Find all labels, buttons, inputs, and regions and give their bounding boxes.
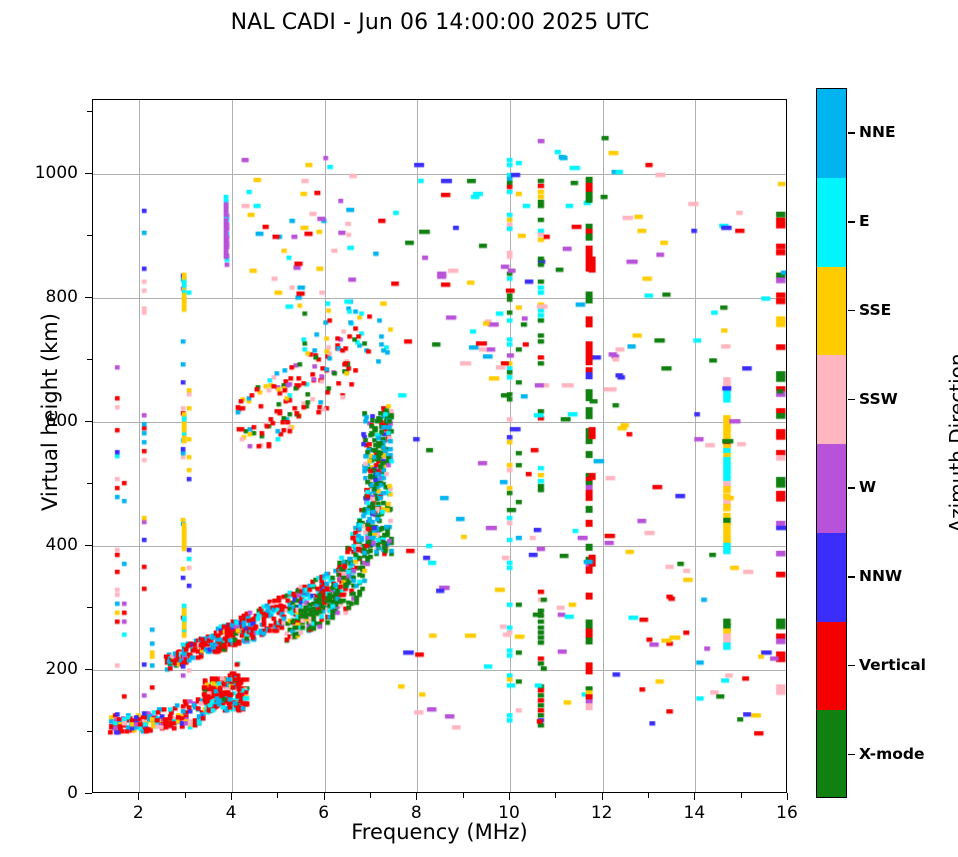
y-tick-200 bbox=[85, 669, 92, 671]
x-tick-label-8: 8 bbox=[410, 803, 422, 823]
y-tick-600 bbox=[85, 421, 92, 423]
colorbar-tick-nnw bbox=[848, 576, 855, 578]
y-tick-400 bbox=[85, 545, 92, 547]
azimuth-colorbar bbox=[816, 88, 847, 798]
colorbar-tick-w bbox=[848, 487, 855, 489]
colorbar-segment-nnw bbox=[817, 532, 846, 623]
colorbar-label-vertical: Vertical bbox=[859, 655, 926, 674]
x-tick-6 bbox=[323, 793, 325, 800]
y-minor-tick-500 bbox=[87, 483, 92, 485]
y-minor-tick-1100 bbox=[87, 111, 92, 113]
x-tick-label-6: 6 bbox=[318, 803, 330, 823]
y-tick-label-200: 200 bbox=[45, 659, 78, 680]
colorbar-segment-sse bbox=[817, 266, 846, 356]
x-tick-16 bbox=[787, 793, 788, 800]
y-tick-label-0: 0 bbox=[67, 783, 78, 803]
colorbar-tick-ssw bbox=[848, 398, 855, 401]
x-minor-tick-3 bbox=[184, 793, 186, 798]
y-tick-label-600: 600 bbox=[45, 411, 78, 432]
x-minor-tick-13 bbox=[648, 793, 649, 798]
x-axis-label: Frequency (MHz) bbox=[351, 820, 528, 844]
x-tick-label-16: 16 bbox=[776, 803, 798, 823]
colorbar-tick-vertical bbox=[848, 664, 855, 667]
colorbar-tick-x-mode bbox=[848, 753, 855, 756]
x-minor-tick-11 bbox=[555, 793, 557, 798]
colorbar-label-ssw: SSW bbox=[859, 389, 898, 408]
x-tick-8 bbox=[416, 793, 418, 800]
x-tick-label-4: 4 bbox=[225, 803, 237, 823]
colorbar-label-nne: NNE bbox=[859, 123, 896, 142]
x-tick-2 bbox=[138, 793, 140, 800]
colorbar-segment-nne bbox=[817, 89, 846, 179]
colorbar-tick-sse bbox=[848, 309, 855, 312]
y-tick-label-400: 400 bbox=[45, 535, 78, 556]
colorbar-label-nnw: NNW bbox=[859, 567, 903, 586]
x-tick-label-2: 2 bbox=[132, 803, 144, 823]
colorbar-segment-w bbox=[817, 444, 846, 534]
colorbar-label-w: W bbox=[859, 478, 877, 497]
y-minor-tick-700 bbox=[87, 359, 92, 361]
y-tick-1000 bbox=[85, 173, 92, 175]
colorbar-label-x-mode: X-mode bbox=[859, 744, 925, 763]
plot-area bbox=[92, 99, 787, 793]
x-tick-14 bbox=[694, 793, 696, 800]
x-minor-tick-5 bbox=[277, 793, 279, 798]
colorbar-tick-nne bbox=[848, 132, 855, 134]
page-title: NAL CADI - Jun 06 14:00:00 2025 UTC bbox=[230, 10, 650, 35]
x-tick-10 bbox=[509, 793, 510, 800]
colorbar-tick-e bbox=[848, 221, 855, 223]
colorbar-segment-ssw bbox=[817, 355, 846, 445]
y-minor-tick-300 bbox=[87, 607, 92, 609]
colorbar-title: Azimuth Direction bbox=[945, 353, 958, 533]
x-tick-label-12: 12 bbox=[590, 803, 613, 823]
x-minor-tick-15 bbox=[740, 793, 742, 798]
colorbar-segment-vertical bbox=[817, 621, 846, 711]
x-minor-tick-7 bbox=[370, 793, 371, 798]
y-axis-label: Virtual height (km) bbox=[38, 313, 62, 511]
x-tick-12 bbox=[601, 793, 603, 800]
x-minor-tick-9 bbox=[462, 793, 464, 798]
colorbar-segment-x-mode bbox=[817, 710, 846, 797]
y-tick-label-1000: 1000 bbox=[34, 163, 78, 184]
y-tick-0 bbox=[85, 793, 92, 794]
x-tick-label-14: 14 bbox=[683, 803, 706, 823]
colorbar-label-e: E bbox=[859, 212, 870, 231]
y-tick-800 bbox=[85, 297, 92, 299]
y-minor-tick-900 bbox=[87, 235, 92, 237]
colorbar-label-sse: SSE bbox=[859, 300, 892, 319]
y-minor-tick-100 bbox=[87, 731, 92, 733]
ionogram-scatter-plot bbox=[93, 100, 786, 792]
x-tick-4 bbox=[231, 793, 232, 800]
y-tick-label-800: 800 bbox=[45, 287, 78, 308]
colorbar-segment-e bbox=[817, 177, 846, 268]
x-tick-label-10: 10 bbox=[498, 803, 520, 823]
